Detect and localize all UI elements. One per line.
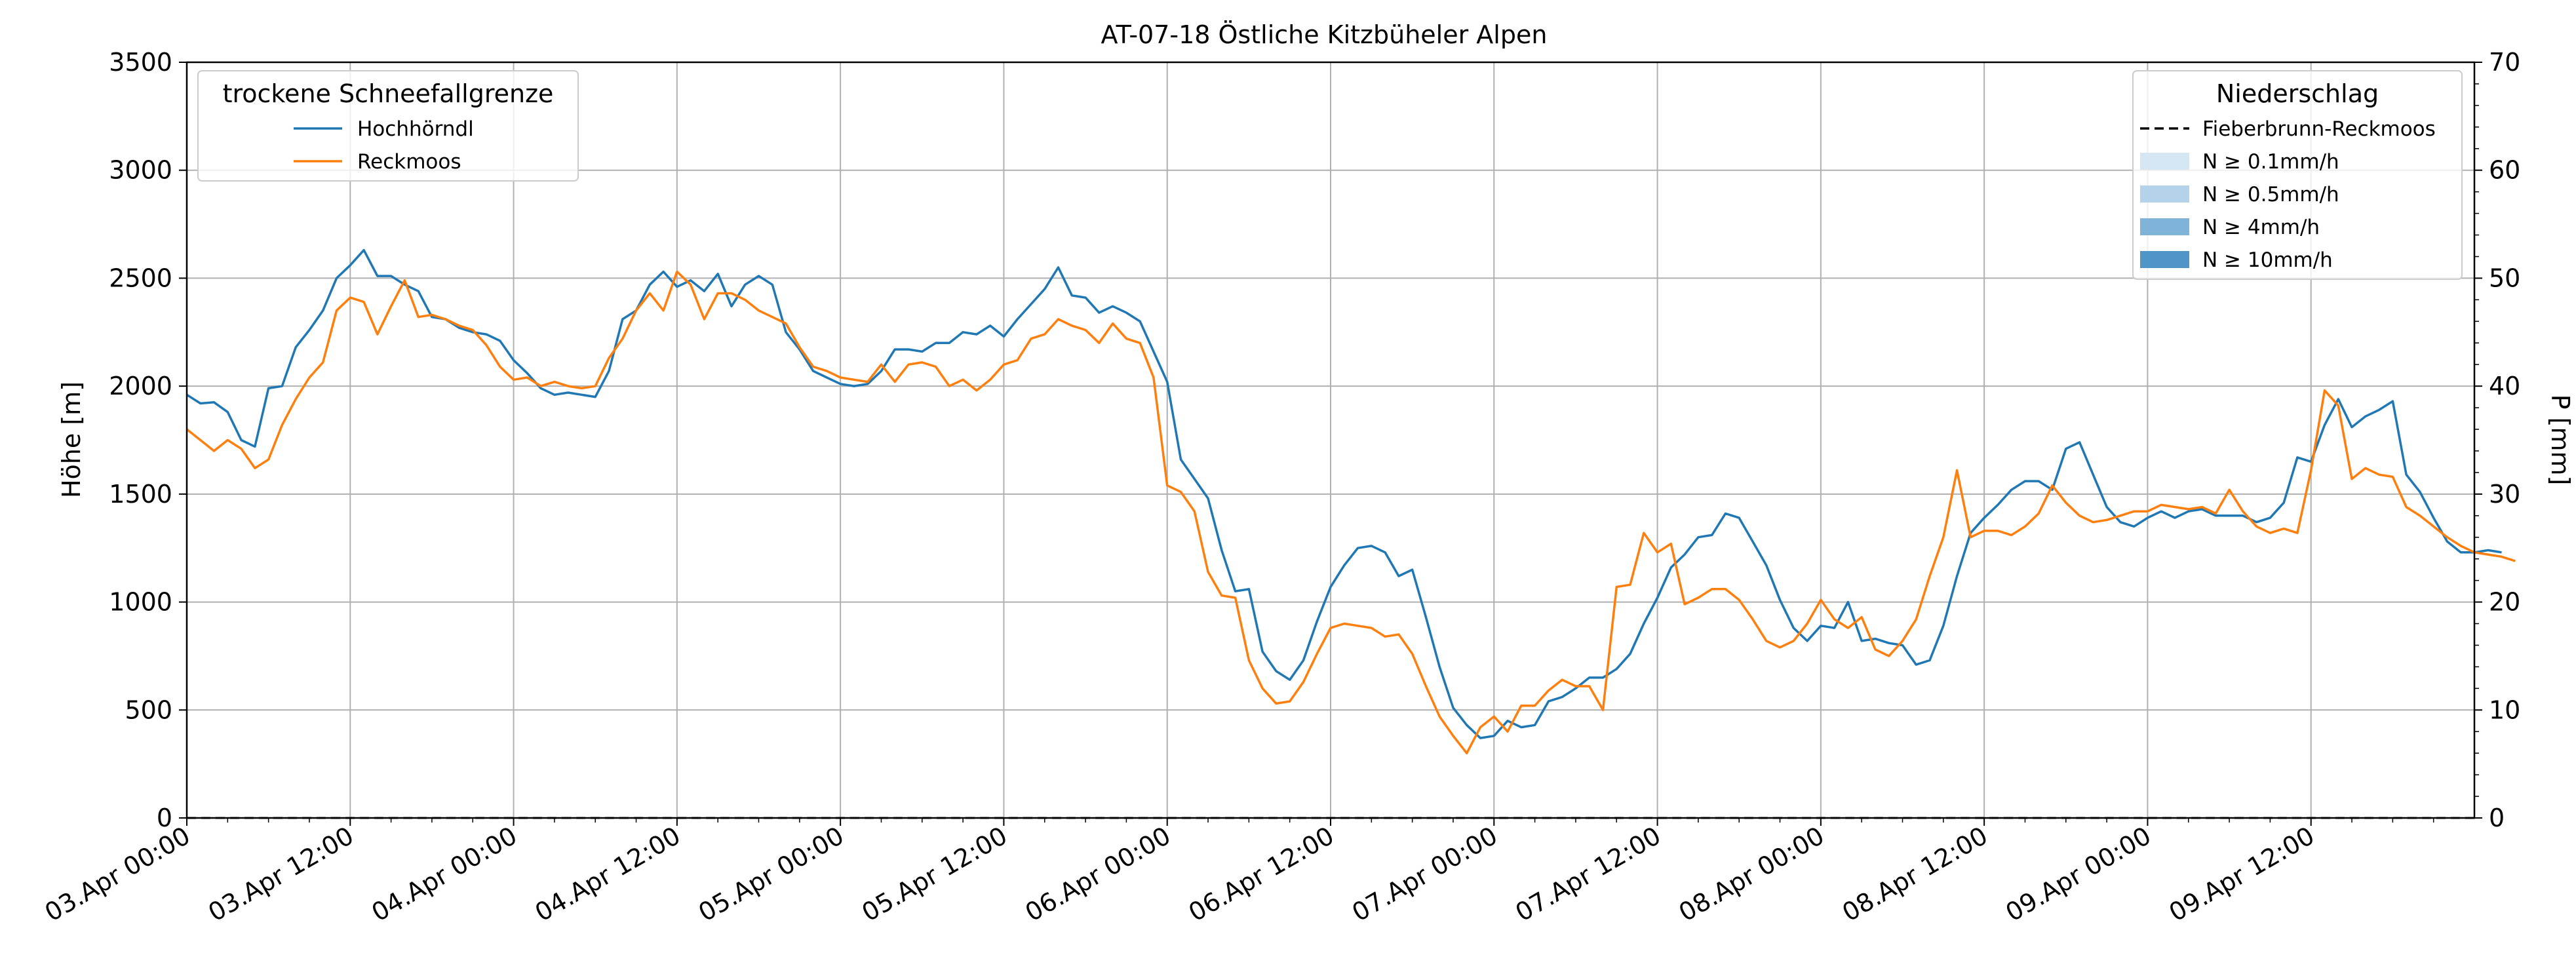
legend-right-swatch-1 bbox=[2140, 153, 2189, 170]
x-tick-label-2: 04.Apr 00:00 bbox=[367, 821, 522, 927]
legend-right-title: Niederschlag bbox=[2216, 79, 2379, 108]
x-tick-label-10: 08.Apr 00:00 bbox=[1674, 821, 1829, 927]
x-tick-label-12: 09.Apr 00:00 bbox=[2000, 821, 2156, 927]
y-tick-label-right-3: 30 bbox=[2489, 480, 2520, 509]
series-lines bbox=[185, 248, 2516, 754]
y-axis-label-left: Höhe [m] bbox=[57, 381, 86, 498]
x-tick-label-13: 09.Apr 12:00 bbox=[2164, 821, 2320, 927]
x-tick-label-1: 03.Apr 12:00 bbox=[203, 821, 359, 927]
y-tick-label-left-5: 2500 bbox=[109, 263, 172, 292]
legend-right: Niederschlag Fieberbrunn-Reckmoos N ≥ 0.1… bbox=[2132, 70, 2463, 280]
y-tick-label-left-2: 1000 bbox=[109, 588, 172, 617]
y-tick-label-right-4: 40 bbox=[2489, 372, 2520, 400]
legend-left-entries: Hochhörndl Reckmoos bbox=[294, 117, 474, 174]
y-tick-label-left-1: 500 bbox=[125, 695, 172, 724]
legend-right-entries: Fieberbrunn-Reckmoos N ≥ 0.1mm/h N ≥ 0.5mm… bbox=[2140, 117, 2436, 272]
x-tick-label-5: 05.Apr 12:00 bbox=[857, 821, 1012, 927]
x-tick-label-3: 04.Apr 12:00 bbox=[530, 821, 686, 927]
y-tick-label-left-0: 0 bbox=[157, 804, 172, 832]
x-tick-label-7: 06.Apr 12:00 bbox=[1184, 821, 1339, 927]
y-tick-label-right-5: 50 bbox=[2489, 263, 2520, 292]
legend-right-label-4: N ≥ 10mm/h bbox=[2202, 248, 2333, 272]
x-tick-label-0: 03.Apr 00:00 bbox=[40, 821, 195, 927]
y-tick-label-left-6: 3000 bbox=[109, 156, 172, 185]
gridlines bbox=[186, 62, 2474, 819]
y-tick-label-right-7: 70 bbox=[2489, 48, 2520, 77]
x-tick-label-6: 06.Apr 00:00 bbox=[1021, 821, 1176, 927]
legend-left: trockene Schneefallgrenze Hochhörndl Reck… bbox=[197, 70, 579, 182]
legend-right-label-1: N ≥ 0.1mm/h bbox=[2202, 150, 2339, 174]
y-tick-label-right-0: 0 bbox=[2489, 804, 2505, 832]
y-tick-label-left-7: 3500 bbox=[109, 48, 172, 77]
legend-right-swatch-2 bbox=[2140, 185, 2189, 203]
legend-right-swatch-4 bbox=[2140, 251, 2189, 268]
legend-right-label-0: Fieberbrunn-Reckmoos bbox=[2202, 117, 2436, 141]
y-tick-label-left-3: 1500 bbox=[109, 480, 172, 509]
legend-left-label-0: Hochhörndl bbox=[357, 117, 474, 141]
y-tick-label-left-4: 2000 bbox=[109, 372, 172, 400]
legend-right-swatch-3 bbox=[2140, 218, 2189, 235]
y-tick-label-right-2: 20 bbox=[2489, 588, 2520, 617]
x-tick-label-4: 05.Apr 00:00 bbox=[693, 821, 849, 927]
x-tick-label-9: 07.Apr 12:00 bbox=[1511, 821, 1666, 927]
y-axis-label-right: P [mm] bbox=[2546, 395, 2575, 486]
legend-left-title: trockene Schneefallgrenze bbox=[223, 79, 554, 108]
legend-left-label-1: Reckmoos bbox=[357, 150, 461, 174]
legend-left-box bbox=[197, 70, 579, 182]
y-tick-label-right-6: 60 bbox=[2489, 156, 2520, 185]
x-tick-label-8: 07.Apr 00:00 bbox=[1347, 821, 1502, 927]
legend-right-box bbox=[2132, 70, 2463, 280]
legend-right-label-3: N ≥ 4mm/h bbox=[2202, 216, 2320, 239]
legend-right-label-2: N ≥ 0.5mm/h bbox=[2202, 183, 2339, 206]
series-points-0 bbox=[186, 250, 2502, 739]
chart-title: AT-07-18 Östliche Kitzbüheler Alpen bbox=[1101, 20, 1548, 49]
x-tick-label-11: 08.Apr 12:00 bbox=[1837, 821, 1993, 927]
y-tick-label-right-1: 10 bbox=[2489, 695, 2520, 724]
series-line-1 bbox=[185, 270, 2516, 754]
